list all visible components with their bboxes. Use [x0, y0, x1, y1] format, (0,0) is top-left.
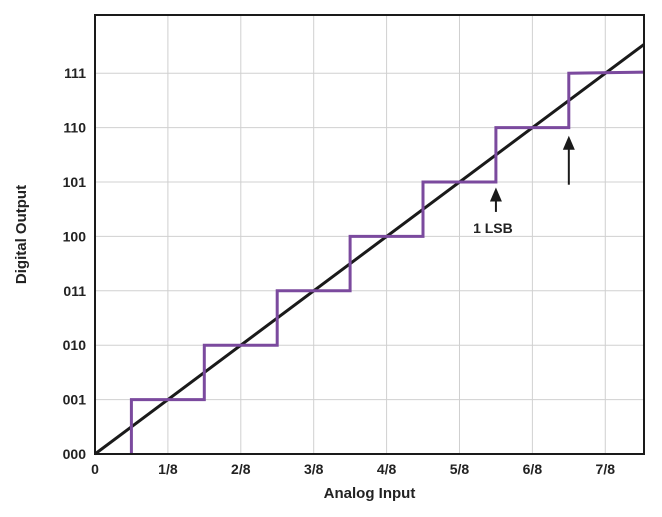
y-tick-label: 001 — [63, 392, 87, 408]
y-axis-title: Digital Output — [13, 185, 30, 284]
staircase-transfer-line — [129, 70, 645, 454]
x-tick-label: 7/8 — [596, 461, 616, 477]
y-tick-label: 101 — [63, 174, 87, 190]
x-tick-label: 5/8 — [450, 461, 470, 477]
x-tick-label: 0 — [91, 461, 99, 477]
x-tick-label: 4/8 — [377, 461, 397, 477]
y-tick-label: 111 — [64, 65, 86, 81]
arrow-up-icon — [489, 187, 502, 202]
y-tick-label: 010 — [63, 337, 87, 353]
plot-area — [95, 15, 644, 454]
x-tick-label: 2/8 — [231, 461, 251, 477]
y-tick-label: 110 — [63, 120, 86, 136]
plot-frame — [94, 14, 645, 455]
x-tick-label: 1/8 — [158, 461, 178, 477]
x-tick-label: 6/8 — [523, 461, 543, 477]
x-tick-label: 3/8 — [304, 461, 324, 477]
lsb-label: 1 LSB — [473, 220, 513, 236]
x-axis-title: Analog Input — [324, 485, 416, 502]
ideal-transfer-line — [94, 43, 645, 456]
arrow-up-icon — [562, 135, 575, 150]
y-tick-label: 100 — [63, 228, 87, 244]
y-tick-label: 011 — [63, 283, 86, 299]
y-tick-label: 000 — [63, 446, 87, 462]
